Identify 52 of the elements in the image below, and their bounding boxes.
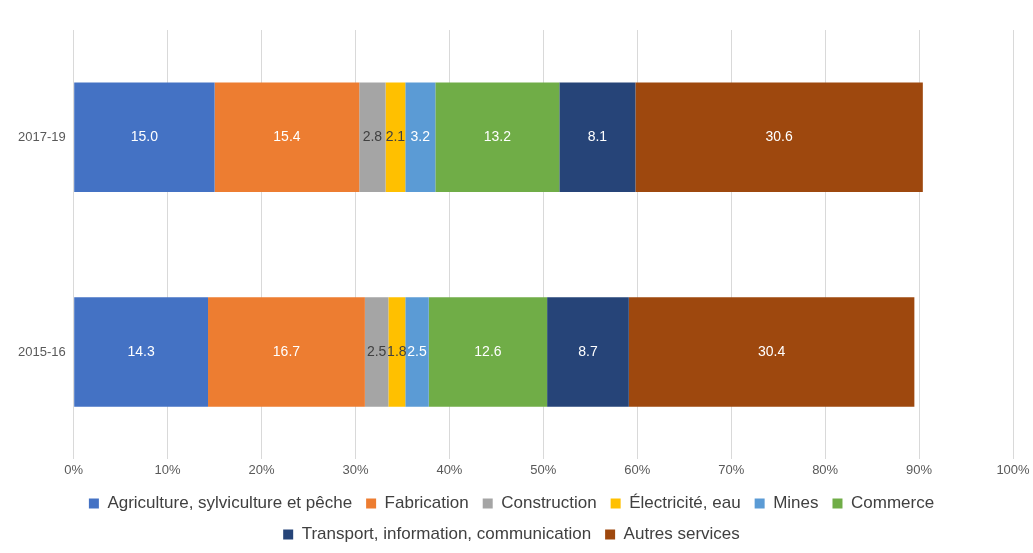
bar bbox=[214, 82, 360, 193]
data-label: 12.6 bbox=[474, 342, 502, 359]
x-tick-label: 10% bbox=[154, 461, 182, 477]
bar bbox=[405, 297, 429, 407]
data-label: 8.7 bbox=[578, 342, 598, 359]
data-label: 30.6 bbox=[765, 128, 793, 145]
bar bbox=[547, 297, 629, 407]
x-tick-label: 40% bbox=[436, 461, 463, 477]
x-tick-label: 30% bbox=[342, 461, 369, 477]
bar bbox=[74, 82, 215, 193]
data-label: 2.1 bbox=[385, 128, 406, 145]
legend-label: Électricité, eau bbox=[629, 493, 741, 513]
bar bbox=[208, 297, 365, 407]
legend-label: Fabrication bbox=[384, 493, 469, 513]
bar bbox=[559, 82, 636, 193]
bar bbox=[364, 297, 389, 407]
x-tick-label: 100% bbox=[996, 461, 1031, 477]
x-tick-label: 20% bbox=[248, 461, 276, 477]
y-tick-label: 2017-19 bbox=[17, 128, 66, 144]
legend-label: Mines bbox=[773, 493, 819, 513]
legend-label: Construction bbox=[501, 493, 597, 513]
data-label: 15.4 bbox=[273, 128, 301, 145]
legend-label: Agriculture, sylviculture et pêche bbox=[107, 493, 353, 513]
bar bbox=[635, 82, 923, 193]
y-tick-label: 2015-16 bbox=[17, 343, 66, 359]
bar bbox=[385, 82, 406, 193]
bar bbox=[74, 297, 209, 407]
x-tick-label: 0% bbox=[64, 461, 84, 477]
data-label: 2.5 bbox=[366, 342, 387, 359]
data-label: 2.8 bbox=[362, 128, 383, 145]
legend-label: Autres services bbox=[623, 524, 740, 544]
bar bbox=[428, 297, 548, 407]
data-label: 2.5 bbox=[407, 342, 427, 359]
data-label: 16.7 bbox=[272, 342, 301, 359]
legend-label: Transport, information, communication bbox=[301, 524, 592, 544]
x-tick-label: 70% bbox=[718, 461, 745, 477]
data-label: 14.3 bbox=[127, 342, 155, 359]
bar bbox=[628, 297, 915, 407]
data-label: 30.4 bbox=[757, 342, 786, 359]
bar bbox=[359, 82, 386, 193]
data-label: 13.2 bbox=[483, 128, 512, 145]
data-label: 3.2 bbox=[410, 128, 431, 145]
legend-label: Commerce bbox=[850, 493, 935, 513]
data-label: 8.1 bbox=[587, 128, 608, 145]
x-tick-label: 50% bbox=[530, 461, 557, 477]
bar bbox=[388, 297, 406, 407]
x-tick-label: 90% bbox=[906, 461, 933, 477]
bar bbox=[405, 82, 436, 193]
bar bbox=[435, 82, 560, 193]
x-tick-label: 80% bbox=[812, 461, 839, 477]
data-label: 15.0 bbox=[130, 128, 159, 145]
x-tick-label: 60% bbox=[624, 461, 651, 477]
